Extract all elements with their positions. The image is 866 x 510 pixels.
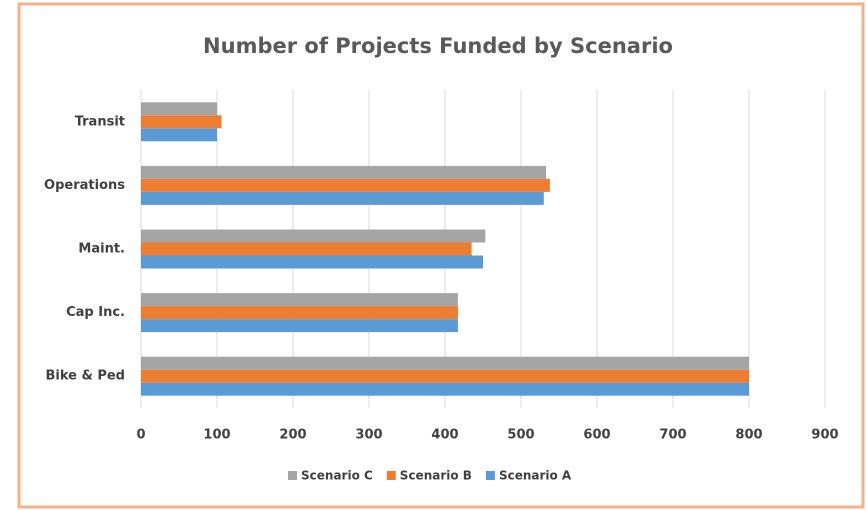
- bar: [141, 306, 458, 320]
- chart-title: Number of Projects Funded by Scenario: [203, 34, 673, 58]
- bar: [141, 229, 486, 243]
- bar: [141, 178, 550, 192]
- bar: [141, 115, 222, 129]
- legend-label: Scenario A: [499, 469, 572, 483]
- legend-label: Scenario C: [301, 469, 373, 483]
- bar: [141, 293, 458, 307]
- legend-swatch: [288, 471, 297, 480]
- legend-swatch: [386, 471, 396, 480]
- bar: [141, 165, 547, 179]
- x-tick-label: 200: [279, 428, 306, 443]
- x-tick-label: 500: [507, 428, 534, 443]
- y-tick-label: Bike & Ped: [45, 369, 125, 384]
- bar: [141, 242, 472, 256]
- bar: [141, 369, 749, 383]
- x-tick-label: 300: [355, 428, 382, 443]
- y-tick-label: Cap Inc.: [66, 305, 125, 320]
- bar: [141, 102, 217, 116]
- bar: [141, 191, 544, 205]
- bar: [141, 319, 458, 333]
- y-tick-label: Transit: [75, 114, 125, 129]
- y-tick-label: Maint.: [78, 242, 125, 257]
- x-tick-label: 700: [659, 428, 686, 443]
- x-tick-label: 600: [583, 428, 610, 443]
- bar: [141, 382, 749, 396]
- x-tick-label: 800: [735, 428, 762, 443]
- legend-swatch: [485, 471, 495, 480]
- legend-label: Scenario B: [400, 469, 472, 483]
- x-tick-label: 400: [431, 428, 458, 443]
- x-tick-label: 100: [203, 428, 230, 443]
- bar: [141, 128, 217, 142]
- x-tick-label: 0: [136, 428, 145, 443]
- bar: [141, 356, 749, 370]
- y-tick-label: Operations: [44, 178, 125, 193]
- bar: [141, 255, 483, 269]
- x-tick-label: 900: [811, 428, 838, 443]
